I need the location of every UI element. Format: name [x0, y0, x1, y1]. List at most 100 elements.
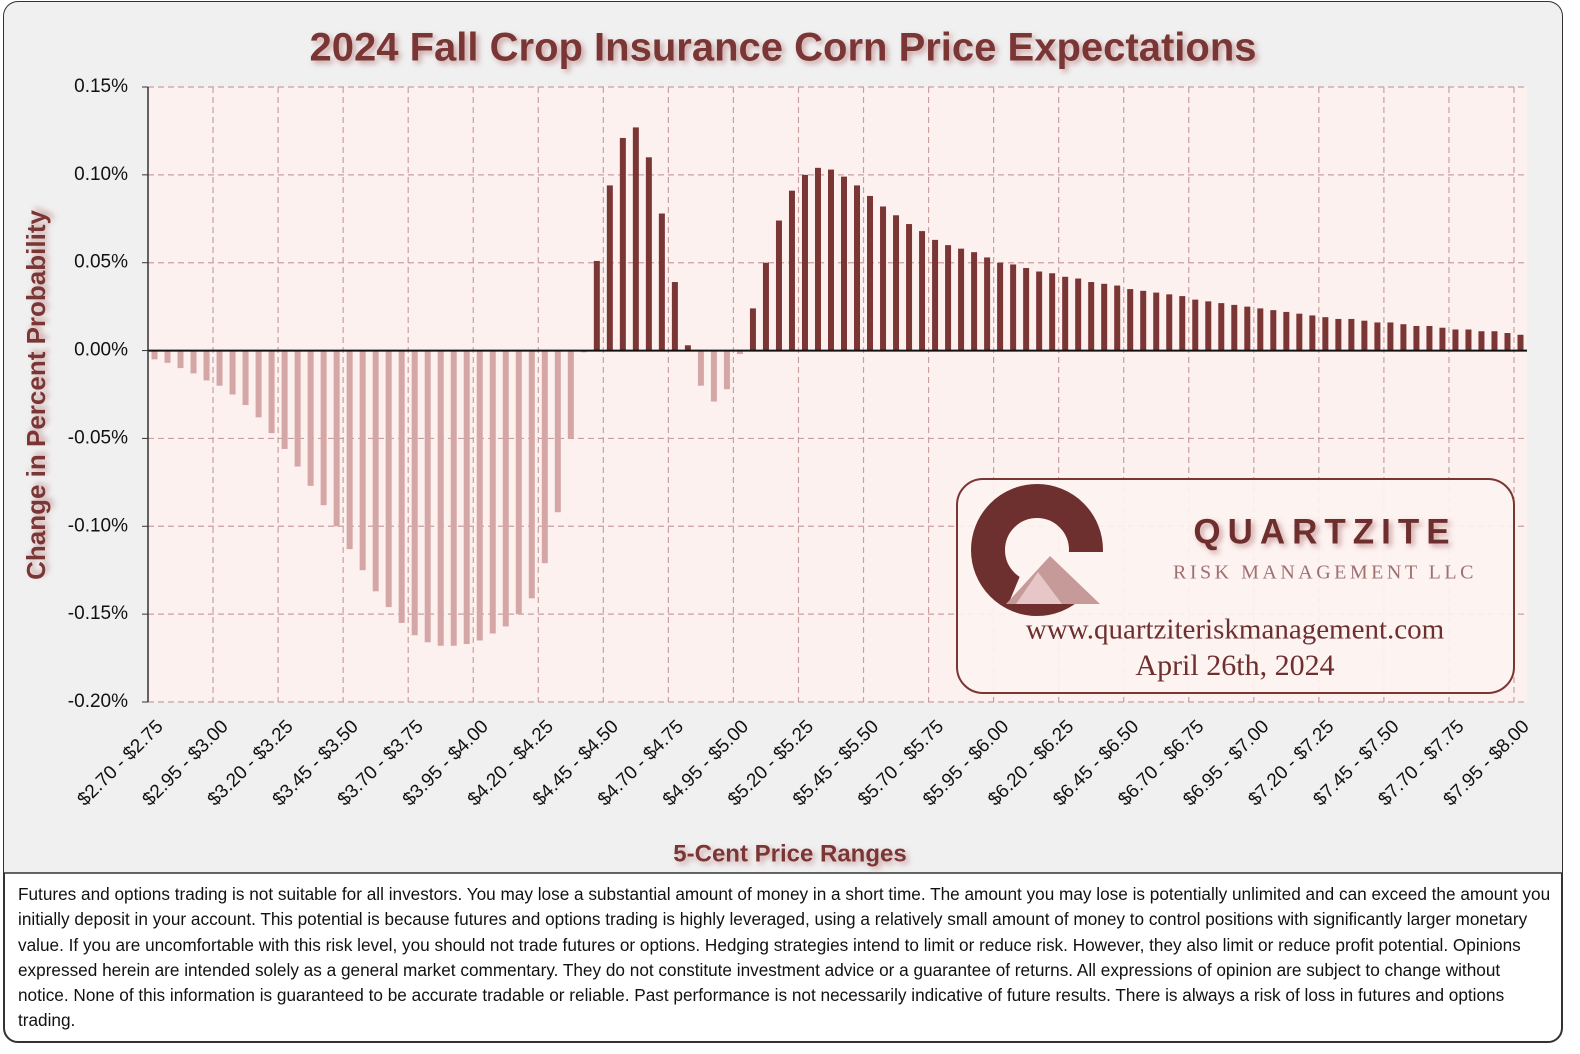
bar	[1517, 334, 1524, 351]
bar	[450, 350, 457, 646]
bar	[1322, 317, 1329, 351]
bar	[385, 350, 392, 608]
bar	[268, 350, 275, 434]
bar	[893, 215, 900, 351]
bar	[593, 260, 600, 351]
bar	[710, 350, 717, 402]
bar	[945, 245, 952, 351]
bar	[1049, 273, 1056, 351]
bar	[1166, 294, 1173, 351]
bar	[1283, 311, 1290, 351]
bar	[307, 350, 314, 486]
logo-name: QUARTZITE	[1193, 512, 1456, 551]
logo-url: www.quartziteriskmanagement.com	[1026, 614, 1445, 646]
y-tick-label: -0.05%	[68, 427, 128, 448]
bar	[619, 137, 626, 351]
bar	[476, 350, 483, 641]
bar	[1218, 303, 1225, 351]
bar	[1231, 304, 1238, 351]
x-axis-label: 5-Cent Price Ranges	[673, 840, 906, 867]
disclaimer: Futures and options trading is not suita…	[18, 884, 1551, 1031]
bar	[1257, 308, 1264, 351]
bar	[827, 169, 834, 351]
bar	[997, 262, 1004, 351]
bar	[1491, 331, 1498, 351]
bar	[1504, 333, 1511, 351]
bar	[1361, 320, 1368, 351]
bar	[359, 350, 366, 571]
bar	[1088, 282, 1095, 351]
bar	[463, 350, 470, 645]
bar	[1374, 322, 1381, 351]
bar	[554, 350, 561, 513]
bar	[697, 350, 704, 386]
bar	[1127, 289, 1134, 351]
bar	[1296, 313, 1303, 351]
bar	[1439, 327, 1446, 351]
bar	[1075, 278, 1082, 351]
logo-box: QUARTZITE RISK MANAGEMENT LLC www.quartz…	[956, 478, 1515, 694]
bar	[294, 350, 301, 467]
bar	[606, 185, 613, 351]
chart-title: 2024 Fall Crop Insurance Corn Price Expe…	[310, 26, 1257, 70]
bar	[1153, 292, 1160, 351]
bar	[242, 350, 249, 406]
bar	[255, 350, 262, 418]
bar	[333, 350, 340, 527]
logo-date: April 26th, 2024	[1135, 649, 1334, 682]
bar	[762, 262, 769, 351]
bar	[203, 350, 210, 381]
bar	[1270, 310, 1277, 351]
bar	[1426, 325, 1433, 351]
bar	[437, 350, 444, 646]
bar	[229, 350, 236, 395]
bar	[775, 220, 782, 351]
bar	[880, 206, 887, 351]
bar	[567, 350, 574, 439]
y-tick-label: -0.15%	[68, 603, 128, 624]
bar	[854, 185, 861, 351]
logo-subtitle: RISK MANAGEMENT LLC	[1173, 562, 1477, 584]
bar	[1192, 299, 1199, 351]
bar	[1023, 267, 1030, 351]
bar	[723, 350, 730, 390]
bar	[164, 350, 171, 363]
bar	[1400, 324, 1407, 351]
y-tick-label: -0.20%	[68, 691, 128, 712]
bar	[671, 282, 678, 351]
bar	[1010, 264, 1017, 351]
bar	[1309, 315, 1316, 351]
bar	[151, 350, 158, 360]
bar	[1387, 322, 1394, 351]
bar	[814, 167, 821, 351]
bar	[906, 224, 913, 351]
y-tick-label: 0.05%	[74, 252, 128, 273]
y-tick-label: 0.10%	[74, 164, 128, 185]
bar	[1348, 318, 1355, 351]
bar	[1036, 271, 1043, 351]
bar	[867, 195, 874, 351]
y-tick-label: 0.00%	[74, 340, 128, 361]
logo-triangle	[1016, 572, 1062, 604]
bar	[1335, 318, 1342, 351]
bar	[1205, 301, 1212, 351]
bar	[502, 350, 509, 627]
bar	[281, 350, 288, 449]
bar	[841, 176, 848, 351]
bar	[346, 350, 353, 550]
y-axis-label: Change in Percent Probability	[21, 210, 51, 580]
bar	[216, 350, 223, 386]
bar	[919, 231, 926, 351]
bar	[645, 157, 652, 351]
y-tick-label: -0.10%	[68, 515, 128, 536]
bar	[958, 248, 965, 351]
bar	[932, 239, 939, 351]
bar	[1244, 306, 1251, 351]
bar	[320, 350, 327, 506]
bar	[788, 190, 795, 351]
bar	[632, 127, 639, 351]
bar	[1452, 329, 1459, 351]
bar	[658, 213, 665, 351]
